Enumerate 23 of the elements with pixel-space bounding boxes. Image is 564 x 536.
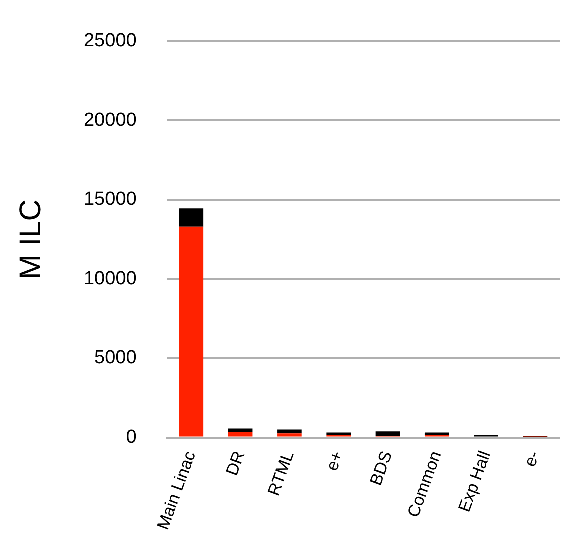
x-tick-label: e- (520, 448, 544, 470)
y-axis-title: M ILC (14, 200, 48, 280)
x-tick-label: BDS (366, 448, 396, 488)
x-tick-label: e+ (322, 448, 348, 474)
x-tick-label: Main Linac (154, 448, 200, 532)
bar (179, 226, 204, 437)
bar (179, 208, 204, 227)
x-tick-label: RTML (264, 448, 298, 498)
bar (228, 432, 253, 437)
y-tick-label: 20000 (84, 110, 137, 131)
bar (376, 432, 400, 436)
y-tick-label: 15000 (84, 189, 137, 210)
bar (278, 434, 302, 437)
y-tick-label: 5000 (94, 348, 137, 369)
bar (278, 430, 302, 434)
bar (424, 432, 450, 436)
y-tick-label: 10000 (84, 268, 137, 290)
bar (326, 432, 352, 436)
bar (228, 428, 253, 432)
x-tick-label: Exp Hall (454, 448, 494, 515)
y-tick-label: 25000 (84, 30, 137, 52)
x-tick-label: DR (222, 448, 249, 478)
y-tick-label: 0 (126, 427, 137, 448)
